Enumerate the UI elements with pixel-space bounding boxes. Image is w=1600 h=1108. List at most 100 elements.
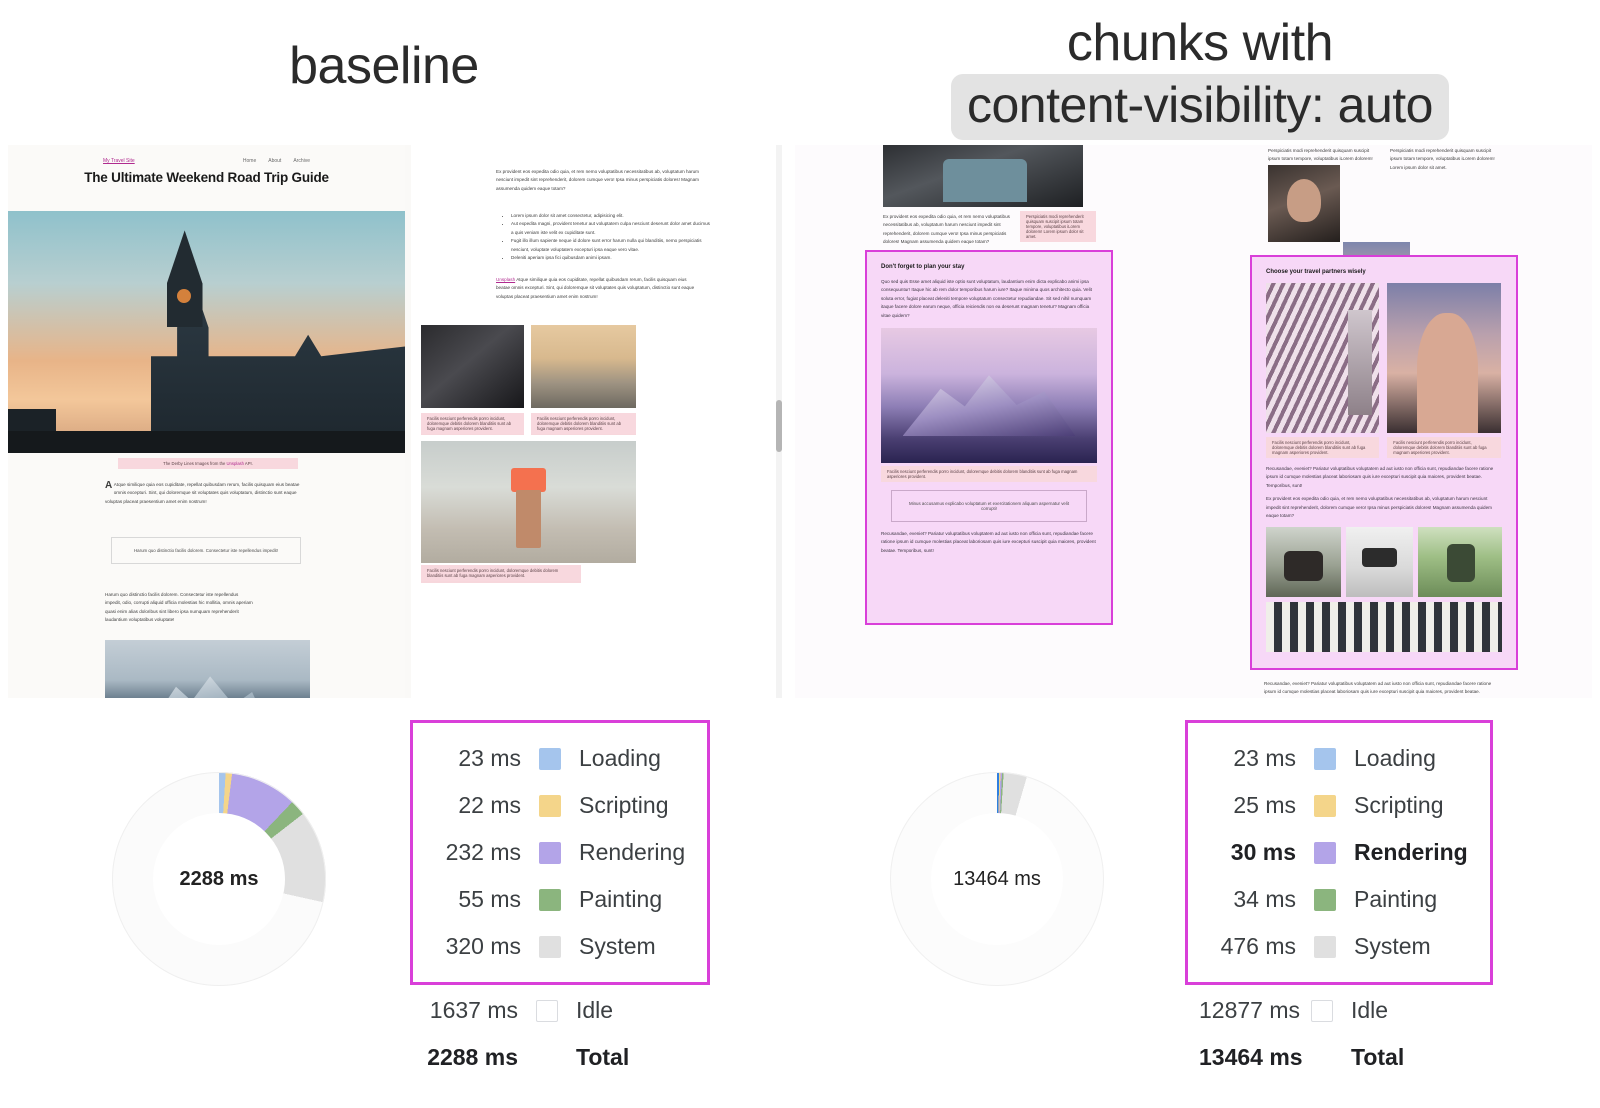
cv-chunk2-caption-a-text: Facilis nesciunt perferendis porro incid… [1266,437,1380,458]
article-intro-text: Atque similique quia eos cupiditate, rep… [105,482,300,504]
legend-row-rendering[interactable]: 30 ms Rendering [1202,829,1468,876]
col2-paragraph-2: Unsplash Atque similique quia eos cupidi… [496,276,701,301]
swatch-rendering-icon [539,841,561,864]
legend-row-system[interactable]: 320 ms System [427,923,685,970]
cv-chunk2-caption-b-text: Facilis nesciunt perferendis porro incid… [1387,437,1501,458]
legend-value-rendering: 30 ms [1230,839,1296,865]
photo-runner [1418,527,1502,598]
legend-value-total: 13464 ms [1199,1044,1303,1070]
swatch-idle-icon [1311,999,1333,1022]
nav-item-about[interactable]: About [268,158,282,164]
donut-center: 2288 ms [153,813,285,945]
legend-label-loading: Loading [1354,745,1436,771]
legend-row-scripting[interactable]: 25 ms Scripting [1202,782,1468,829]
photo-caption-c-text: Facilis nesciunt perferendis porro incid… [421,565,581,581]
cv-chunk-image-caption: Facilis nesciunt perferendis porro incid… [881,466,1097,483]
legend-label-painting: Painting [1354,886,1438,912]
legend-row-idle[interactable]: 1637 ms Idle [410,987,710,1034]
legend-label-system: System [1354,933,1431,959]
cv-chunk-plan-your-stay: Don't forget to plan your stay Quo sed q… [865,250,1113,625]
right-heading-line1: chunks with [1066,14,1334,72]
col2-paragraph-2-text: Atque similique quia eos cupiditate, rep… [496,277,695,299]
cv-first-column: Ex provident eos expedita odio quia, et … [865,145,1195,698]
swatch-loading-icon [539,747,561,770]
swatch-total-spacer [536,1047,558,1069]
legend-value-system: 476 ms [1220,933,1296,959]
list-item: Fugit illo illum sapiente neque id dolor… [511,237,713,254]
legend-label-idle: Idle [1351,997,1389,1023]
col2-bullet-list: Lorem ipsum dolor sit amet consectetur, … [503,212,713,262]
legend-label-loading: Loading [579,745,661,771]
legend-label-painting: Painting [579,886,663,912]
cv-photo-caption-text: Perspiciatis modi reprehenderit quisquam… [1020,211,1096,242]
photo-stairs [1266,283,1380,433]
clock-face-icon [177,288,192,303]
legend-row-loading[interactable]: 23 ms Loading [1202,735,1468,782]
legend-label-total: Total [1351,1044,1405,1070]
site-brand-link[interactable]: My Travel Site [103,158,135,164]
photo-caption-b: Facilis nesciunt perferendis porro incid… [531,413,636,435]
photo-portrait-woman [1268,165,1340,242]
legend-row-system[interactable]: 476 ms System [1202,923,1468,970]
legend-row-total: 2288 ms Total [410,1034,710,1081]
photo-back-woman [1387,283,1501,433]
cv-col2-footer-paragraph: Recusandae, eveniet? Pariatur voluptatib… [1264,681,1492,698]
swatch-loading-icon [1314,747,1336,770]
col2-intro-paragraph: Ex provident eos expedita odio quia, et … [496,169,700,191]
legend-row-painting[interactable]: 55 ms Painting [427,876,685,923]
photo-caption-b-text: Facilis nesciunt perferendis porro incid… [531,413,636,434]
baseline-donut-chart: 2288 ms [112,772,326,986]
cv-col2-caption-right: Perspiciatis modi reprehenderit quisquam… [1390,148,1495,170]
list-item: Aut expedita magni, provident tenetur au… [511,220,713,237]
photo-striped-stairs [1266,602,1502,653]
photo-street-man-top [883,145,1083,207]
legend-value-scripting: 22 ms [458,792,521,818]
content-visibility-page-screenshot: Ex provident eos expedita odio quia, et … [795,145,1592,698]
legend-row-scripting[interactable]: 22 ms Scripting [427,782,685,829]
nav-item-archive[interactable]: Archive [293,158,310,164]
legend-value-total: 2288 ms [427,1044,518,1070]
legend-label-system: System [579,933,656,959]
article-intro-paragraph: A Atque similique quia eos cupiditate, re… [105,480,300,504]
cv-legend: 23 ms Loading 25 ms Scripting 30 ms Rend… [1185,720,1493,1081]
legend-row-idle[interactable]: 12877 ms Idle [1185,987,1493,1034]
legend-row-painting[interactable]: 34 ms Painting [1202,876,1468,923]
cv-chunk2-caption-a: Facilis nesciunt perferendis porro incid… [1266,437,1380,458]
list-item: Deleniti aperiam ipsa fici quibusdam ani… [511,254,713,262]
cv-second-column: Perspiciatis modi reprehenderit quisquam… [1250,145,1590,698]
legend-row-loading[interactable]: 23 ms Loading [427,735,685,782]
legend-row-rendering[interactable]: 232 ms Rendering [427,829,686,876]
list-item: Lorem ipsum dolor sit amet consectetur, … [511,212,713,220]
swatch-scripting-icon [539,794,561,817]
site-nav[interactable]: Home About Archive [243,158,310,164]
cv-chunk-paragraph-1b: Recusandae, eveniet? Pariatur voluptatib… [881,531,1096,553]
cv-chunk-travel-partners: Choose your travel partners wisely Facil… [1250,255,1518,670]
swatch-system-icon [1314,935,1336,958]
hero-caption-pre: The Derby Lines Images from the [163,461,226,466]
cv-chunk-quote: Minus accusamus explicabo voluptatum et … [891,490,1087,523]
article-paragraph-2: Harum quo distinctio facilis dolorem. Co… [105,592,253,623]
baseline-total-center: 2288 ms [179,867,259,890]
baseline-legend: 23 ms Loading 22 ms Scripting 232 ms Ren… [410,720,711,1081]
photo-horse [1266,527,1341,598]
hero-caption: The Derby Lines Images from the Unsplash… [118,458,298,469]
photo-beach-sunset [531,325,636,408]
swatch-scripting-icon [1314,794,1336,817]
right-heading: chunks with content-visibility: auto [800,12,1600,140]
nav-item-home[interactable]: Home [242,158,257,164]
mock-post-title: The Ultimate Weekend Road Trip Guide [84,170,329,185]
legend-value-rendering: 232 ms [445,839,521,865]
legend-value-painting: 34 ms [1233,886,1296,912]
cv-chunk-heading-2: Choose your travel partners wisely [1266,269,1366,275]
article-photo-mountain [105,640,310,698]
cv-photo-caption: Perspiciatis modi reprehenderit quisquam… [1020,211,1096,242]
photo-beach-legs [421,441,636,563]
swatch-idle-icon [536,999,558,1022]
cv-total-center: 13464 ms [953,867,1041,890]
scrollbar-thumb[interactable] [776,400,782,452]
unsplash-link[interactable]: Unsplash [226,461,244,466]
photo-shoes [1345,527,1414,598]
inline-link[interactable]: Unsplash [496,277,516,282]
photo-purple-mountain [881,328,1097,464]
cv-paragraph-top: Ex provident eos expedita odio quia, et … [883,214,1010,245]
